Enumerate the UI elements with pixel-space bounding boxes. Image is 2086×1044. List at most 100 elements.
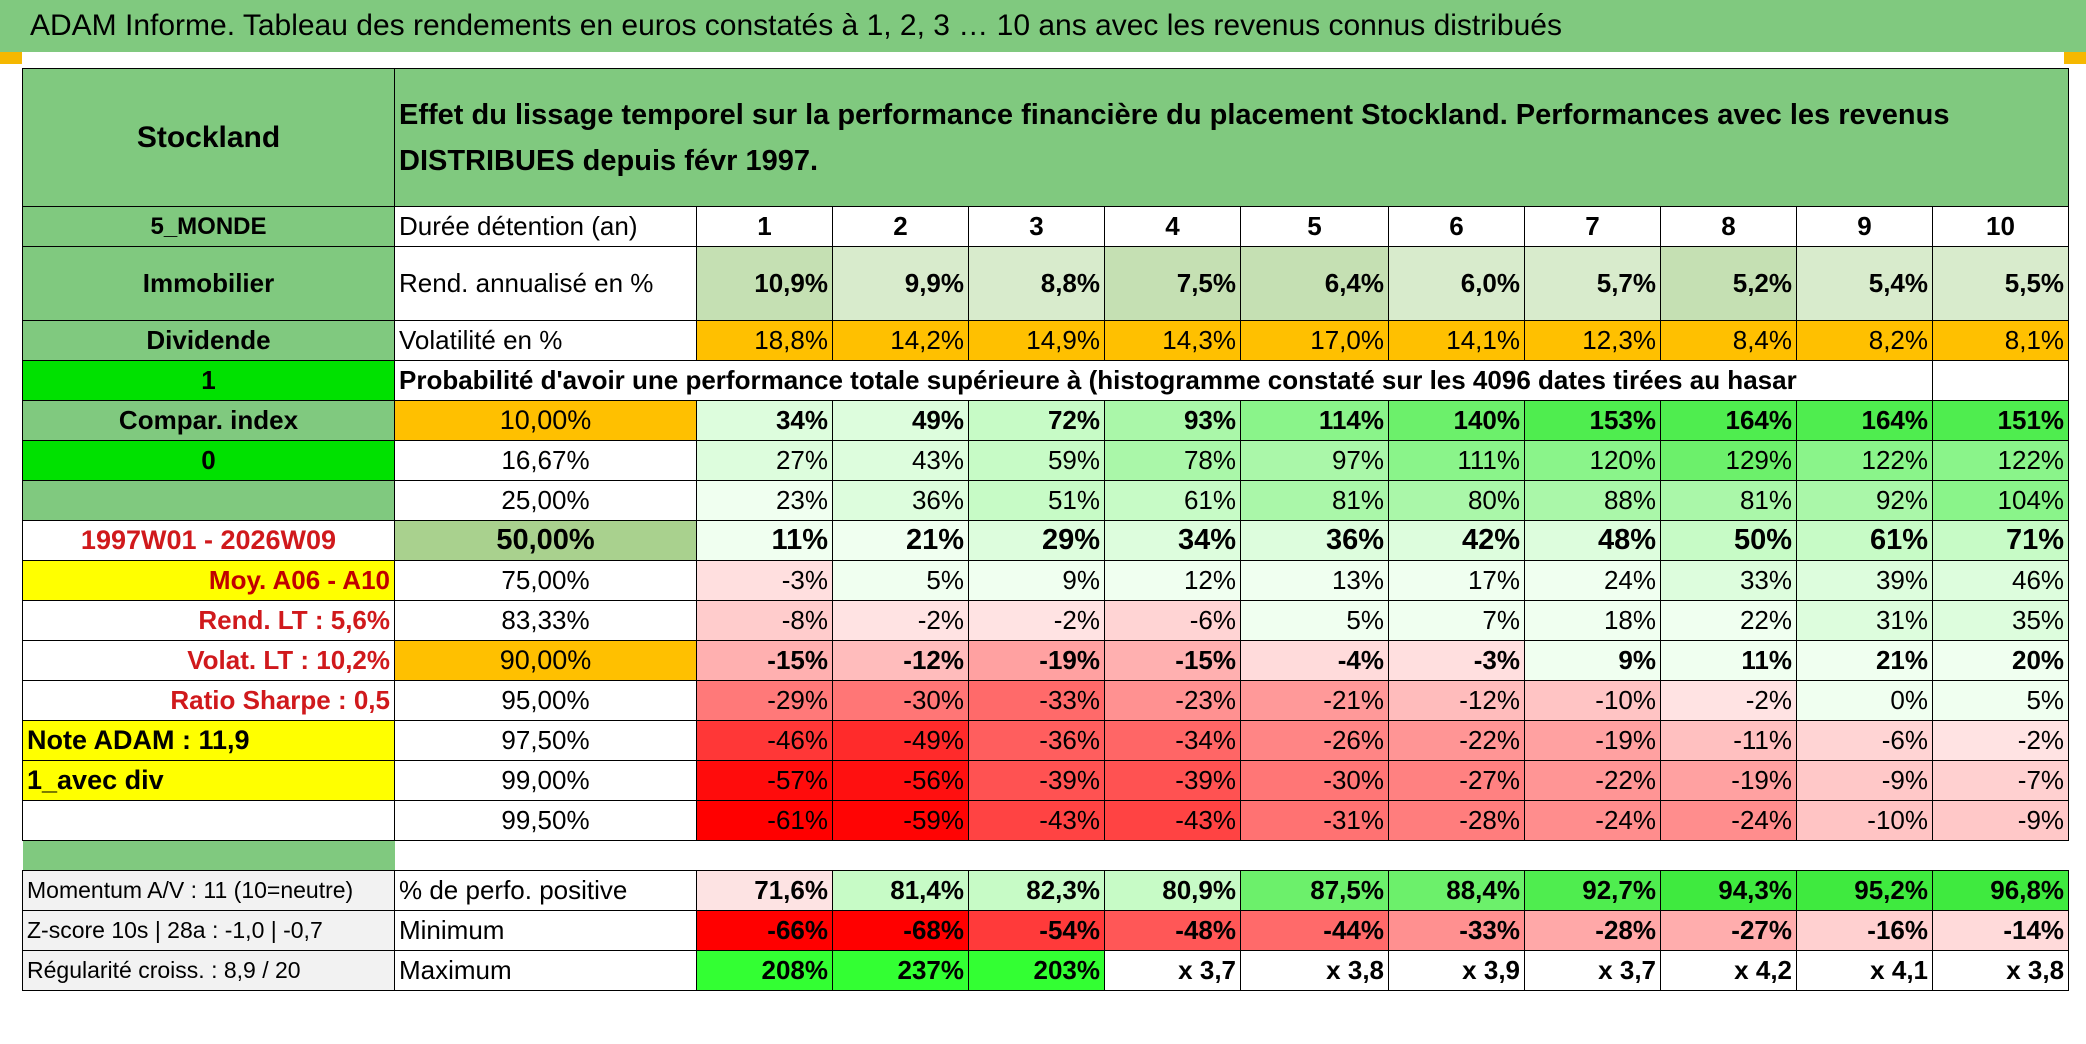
pos-value: 80,9% (1104, 870, 1241, 911)
probability-value: -33% (968, 680, 1105, 721)
probability-value: 164% (1660, 400, 1797, 441)
min-value: -33% (1388, 910, 1525, 951)
probability-value: -19% (1524, 720, 1661, 761)
probability-value: 31% (1796, 600, 1933, 641)
probability-value: 34% (1104, 520, 1241, 561)
compar-index-label: Compar. index (22, 400, 395, 441)
regularite-label: Régularité croiss. : 8,9 / 20 (22, 950, 395, 991)
probability-value: -11% (1660, 720, 1797, 761)
max-value: x 4,1 (1796, 950, 1933, 991)
probability-value: -36% (968, 720, 1105, 761)
max-value: x 3,8 (1931, 950, 2070, 991)
probability-value: -22% (1388, 720, 1525, 761)
percentile-label: 97,50% (394, 720, 697, 761)
probability-value: -2% (1660, 680, 1797, 721)
probability-value: 42% (1388, 520, 1525, 561)
probability-value: -12% (832, 640, 969, 681)
probability-value: -15% (696, 640, 833, 681)
probability-value: 78% (1104, 440, 1241, 481)
probability-value: -8% (696, 600, 833, 641)
corner-mark-left (0, 52, 22, 64)
probability-value: -22% (1524, 760, 1661, 801)
pos-label: % de perfo. positive (394, 870, 697, 911)
probability-value: 20% (1931, 640, 2070, 681)
probability-value: -7% (1931, 760, 2070, 801)
percentile-label: 10,00% (394, 400, 697, 441)
probability-value: -10% (1524, 680, 1661, 721)
percentile-label: 99,00% (394, 760, 697, 801)
probability-value: 7% (1388, 600, 1525, 641)
probability-value: 36% (832, 480, 969, 521)
probability-value: 18% (1524, 600, 1661, 641)
vol-label: Volatilité en % (394, 320, 697, 361)
percentile-label: 83,33% (394, 600, 697, 641)
year-header: 7 (1524, 206, 1661, 247)
vol-value: 14,2% (832, 320, 969, 361)
probability-value: -2% (1931, 720, 2070, 761)
probability-value: 9% (968, 560, 1105, 601)
probability-value: 111% (1388, 440, 1525, 481)
probability-value: 51% (968, 480, 1105, 521)
rend-value: 7,5% (1104, 246, 1241, 321)
probability-value: 5% (1931, 680, 2070, 721)
momentum-label: Momentum A/V : 11 (10=neutre) (22, 870, 395, 911)
probability-value: 39% (1796, 560, 1933, 601)
summary-row: Régularité croiss. : 8,9 / 20 Maximum 208%… (22, 950, 2070, 991)
rend-value: 8,8% (968, 246, 1105, 321)
vol-value: 14,9% (968, 320, 1105, 361)
rend-lt-label: Rend. LT : 5,6% (22, 600, 395, 641)
min-value: -48% (1104, 910, 1241, 951)
probability-value: 9% (1524, 640, 1661, 681)
probability-value: 11% (1660, 640, 1797, 681)
probability-value: 61% (1796, 520, 1933, 561)
blank-cell (1931, 360, 2070, 401)
probability-value: 11% (696, 520, 833, 561)
summary-row: Z-score 10s | 28a : -1,0 | -0,7 Minimum -6… (22, 910, 2070, 951)
probability-value: -61% (696, 800, 833, 841)
pos-value: 82,3% (968, 870, 1105, 911)
probability-value: -19% (968, 640, 1105, 681)
year-header: 4 (1104, 206, 1241, 247)
report-title: ADAM Informe. Tableau des rendements en … (0, 0, 2086, 52)
probability-row: 0 16,67% 27% 43% 59% 78% 97% 111% 120% 129% 122% 12… (22, 440, 2070, 481)
probability-value: 81% (1660, 480, 1797, 521)
probability-row: 1997W01 - 2026W09 50,00% 11% 21% 29% 34% 36% 42… (22, 520, 2070, 561)
vol-value: 8,1% (1931, 320, 2070, 361)
percentile-label: 50,00% (394, 520, 697, 561)
probability-value: -9% (1796, 760, 1933, 801)
probability-value: -28% (1388, 800, 1525, 841)
vol-value: 12,3% (1524, 320, 1661, 361)
vol-value: 17,0% (1240, 320, 1389, 361)
rend-value: 10,9% (696, 246, 833, 321)
probability-value: -19% (1660, 760, 1797, 801)
probability-value: 122% (1931, 440, 2070, 481)
probability-value: -10% (1796, 800, 1933, 841)
probability-value: -12% (1388, 680, 1525, 721)
probability-value: 36% (1240, 520, 1389, 561)
probability-label: Probabilité d'avoir une performance tota… (394, 360, 1797, 401)
probability-value: 29% (968, 520, 1105, 561)
rend-value: 5,2% (1660, 246, 1797, 321)
probability-value: 140% (1388, 400, 1525, 441)
probability-row: 99,50% -61% -59% -43% -43% -31% -28% -24% -24% -1… (22, 800, 2070, 841)
max-value: 208% (696, 950, 833, 991)
max-value: x 4,2 (1660, 950, 1797, 991)
period-label: 1997W01 - 2026W09 (22, 520, 395, 561)
probability-value: -26% (1240, 720, 1389, 761)
probability-value: -31% (1240, 800, 1389, 841)
percentile-label: 99,50% (394, 800, 697, 841)
pos-value: 87,5% (1240, 870, 1389, 911)
min-value: -54% (968, 910, 1105, 951)
rend-value: 9,9% (832, 246, 969, 321)
min-value: -44% (1240, 910, 1389, 951)
year-header: 10 (1931, 206, 2070, 247)
probability-value: 59% (968, 440, 1105, 481)
asset-name: Stockland (22, 68, 395, 207)
probability-value: -3% (1388, 640, 1525, 681)
probability-value: 12% (1104, 560, 1241, 601)
probability-value: 24% (1524, 560, 1661, 601)
percentile-label: 75,00% (394, 560, 697, 601)
pos-value: 71,6% (696, 870, 833, 911)
zscore-label: Z-score 10s | 28a : -1,0 | -0,7 (22, 910, 395, 951)
sector-label: Immobilier (22, 246, 395, 321)
